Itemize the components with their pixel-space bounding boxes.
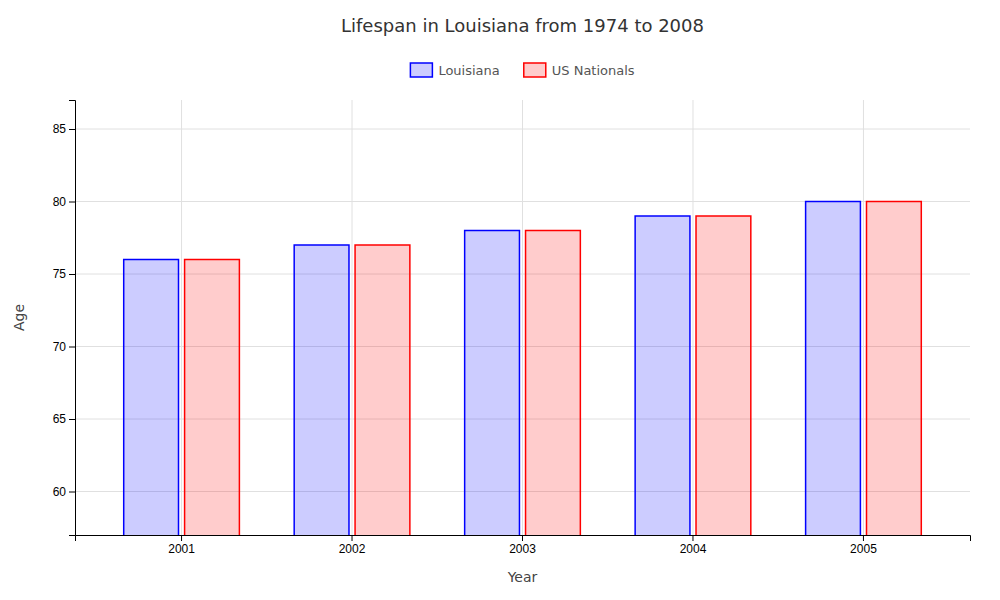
x-axis: 2001 2002 2003 2004 2005 <box>76 535 971 556</box>
tick: 2004 <box>680 535 707 556</box>
bar <box>526 231 581 536</box>
grid-line-x <box>352 100 353 535</box>
legend-swatch <box>524 63 546 77</box>
tick-mark <box>69 419 75 420</box>
tick: 2005 <box>850 535 877 556</box>
grid-line-x <box>863 100 864 535</box>
x-axis-title: Year <box>507 569 538 585</box>
tick-label: 60 <box>53 485 67 499</box>
legend-label: Louisiana <box>438 63 499 78</box>
tick: 70 <box>53 340 75 354</box>
tick-label: 75 <box>53 267 67 281</box>
bar <box>294 245 349 535</box>
grid-line-x <box>522 100 523 535</box>
y-axis: 60 65 70 75 80 85 <box>53 101 76 536</box>
tick: 75 <box>53 267 75 281</box>
bar <box>465 231 520 536</box>
bar <box>635 216 690 535</box>
title: Lifespan in Louisiana from 1974 to 2008 <box>341 15 704 36</box>
legend-item: US Nationals <box>524 63 635 78</box>
bar <box>806 202 861 536</box>
tick-label: 2005 <box>850 542 877 556</box>
tick-mark <box>863 535 864 541</box>
bars <box>124 202 922 536</box>
tick-mark <box>69 492 75 493</box>
tick: 2002 <box>339 535 366 556</box>
tick: 65 <box>53 412 75 426</box>
tick-mark <box>352 535 353 541</box>
bar <box>696 216 751 535</box>
tick: 2001 <box>168 535 195 556</box>
tick-label: 2001 <box>168 542 195 556</box>
grid-line-x <box>181 100 182 535</box>
bar-series <box>124 202 861 536</box>
tick-label: 70 <box>53 340 67 354</box>
tick-label: 2002 <box>339 542 366 556</box>
plot: 2001 2002 2003 2004 2005 60 65 70 75 80 85 <box>53 100 971 600</box>
tick: 60 <box>53 485 75 499</box>
tick: 85 <box>53 122 75 136</box>
legend-label: US Nationals <box>552 63 635 78</box>
tick-mark <box>181 535 182 541</box>
y-axis-title: Age <box>11 304 27 331</box>
tick: 2003 <box>509 535 536 556</box>
tick: 80 <box>53 195 75 209</box>
tick-label: 65 <box>53 412 67 426</box>
tick-label: 80 <box>53 195 67 209</box>
grid-line-x <box>692 100 693 535</box>
tick-mark <box>692 535 693 541</box>
tick-mark <box>69 202 75 203</box>
bar <box>185 260 240 536</box>
bar-series <box>185 202 922 536</box>
axis-line <box>69 101 76 536</box>
tick-label: 85 <box>53 122 67 136</box>
tick-mark <box>69 274 75 275</box>
tick-label: 2003 <box>509 542 536 556</box>
bar <box>124 260 179 536</box>
tick-mark <box>522 535 523 541</box>
tick-label: 2004 <box>680 542 707 556</box>
legend: Louisiana US Nationals <box>410 63 634 78</box>
tick-mark <box>69 129 75 130</box>
tick-mark <box>69 347 75 348</box>
bar <box>866 202 921 536</box>
axis-line <box>76 536 971 542</box>
bar <box>355 245 410 535</box>
legend-swatch <box>410 63 432 77</box>
legend-item: Louisiana <box>410 63 499 78</box>
chart: 2001 2002 2003 2004 2005 60 65 70 75 80 85 Lifespan… <box>0 0 1000 600</box>
